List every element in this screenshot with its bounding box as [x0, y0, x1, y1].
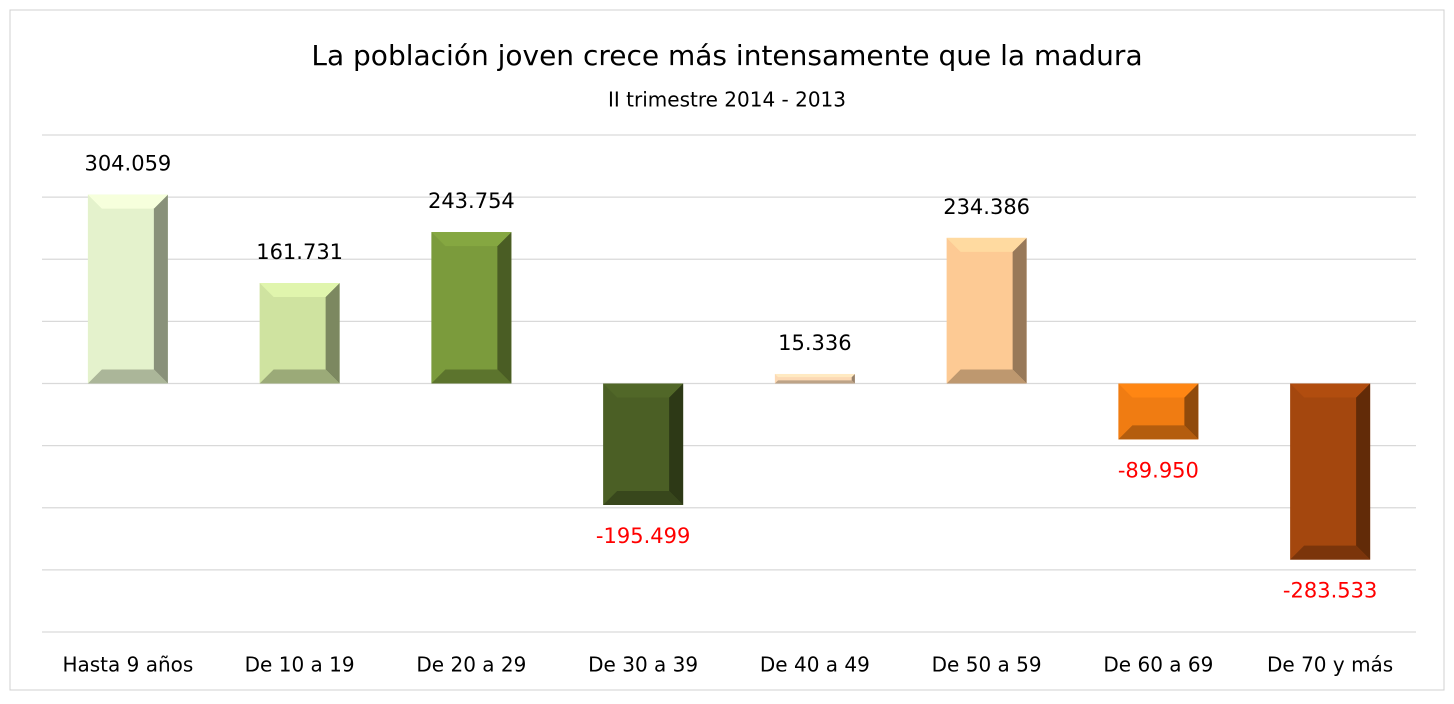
- value-label: 15.336: [778, 331, 851, 355]
- x-tick-label: Hasta 9 años: [62, 653, 193, 677]
- bar-bevel: [325, 283, 340, 384]
- bar-bevel: [431, 369, 512, 384]
- bar-bevel: [774, 380, 855, 384]
- bar-bevel: [669, 383, 684, 505]
- value-label: 243.754: [428, 189, 515, 213]
- bar-bevel: [1290, 545, 1371, 560]
- x-tick-label: De 60 a 69: [1103, 653, 1213, 677]
- bar-bevel: [1012, 237, 1027, 384]
- bar-bevel: [946, 237, 1027, 252]
- bar-bevel: [774, 373, 855, 378]
- bar-bevel: [603, 383, 684, 398]
- value-label: 304.059: [84, 152, 171, 176]
- value-label: -283.533: [1283, 579, 1377, 603]
- x-tick-label: De 50 a 59: [932, 653, 1042, 677]
- bar-bevel: [153, 194, 168, 384]
- chart-subtitle: II trimestre 2014 - 2013: [608, 88, 846, 112]
- value-label: -195.499: [596, 524, 690, 548]
- bar-bevel: [87, 194, 168, 209]
- bar-bevel: [1290, 383, 1371, 398]
- bar-bevel: [1356, 383, 1371, 560]
- x-tick-label: De 40 a 49: [760, 653, 870, 677]
- x-tick-label: De 30 a 39: [588, 653, 698, 677]
- value-label: 234.386: [943, 195, 1030, 219]
- x-tick-label: De 20 a 29: [416, 653, 526, 677]
- value-label: 161.731: [256, 240, 343, 264]
- bar-bevel: [431, 232, 512, 247]
- x-tick-label: De 10 a 19: [245, 653, 355, 677]
- bar-bevel: [259, 283, 340, 298]
- bar-bevel: [497, 232, 512, 384]
- value-label: -89.950: [1118, 458, 1199, 482]
- x-tick-label: De 70 y más: [1267, 653, 1393, 677]
- bar: [774, 373, 855, 384]
- bar-bevel: [259, 369, 340, 384]
- bar-bevel: [1118, 425, 1199, 440]
- bar-bevel: [603, 490, 684, 505]
- bar-bevel: [851, 373, 855, 384]
- bar-bevel: [946, 369, 1027, 384]
- bar-bevel: [87, 369, 168, 384]
- bar-bevel: [1184, 383, 1199, 440]
- bar-bevel: [1118, 383, 1199, 398]
- chart-border: [9, 9, 1445, 691]
- chart-title: La población joven crece más intensament…: [311, 39, 1142, 72]
